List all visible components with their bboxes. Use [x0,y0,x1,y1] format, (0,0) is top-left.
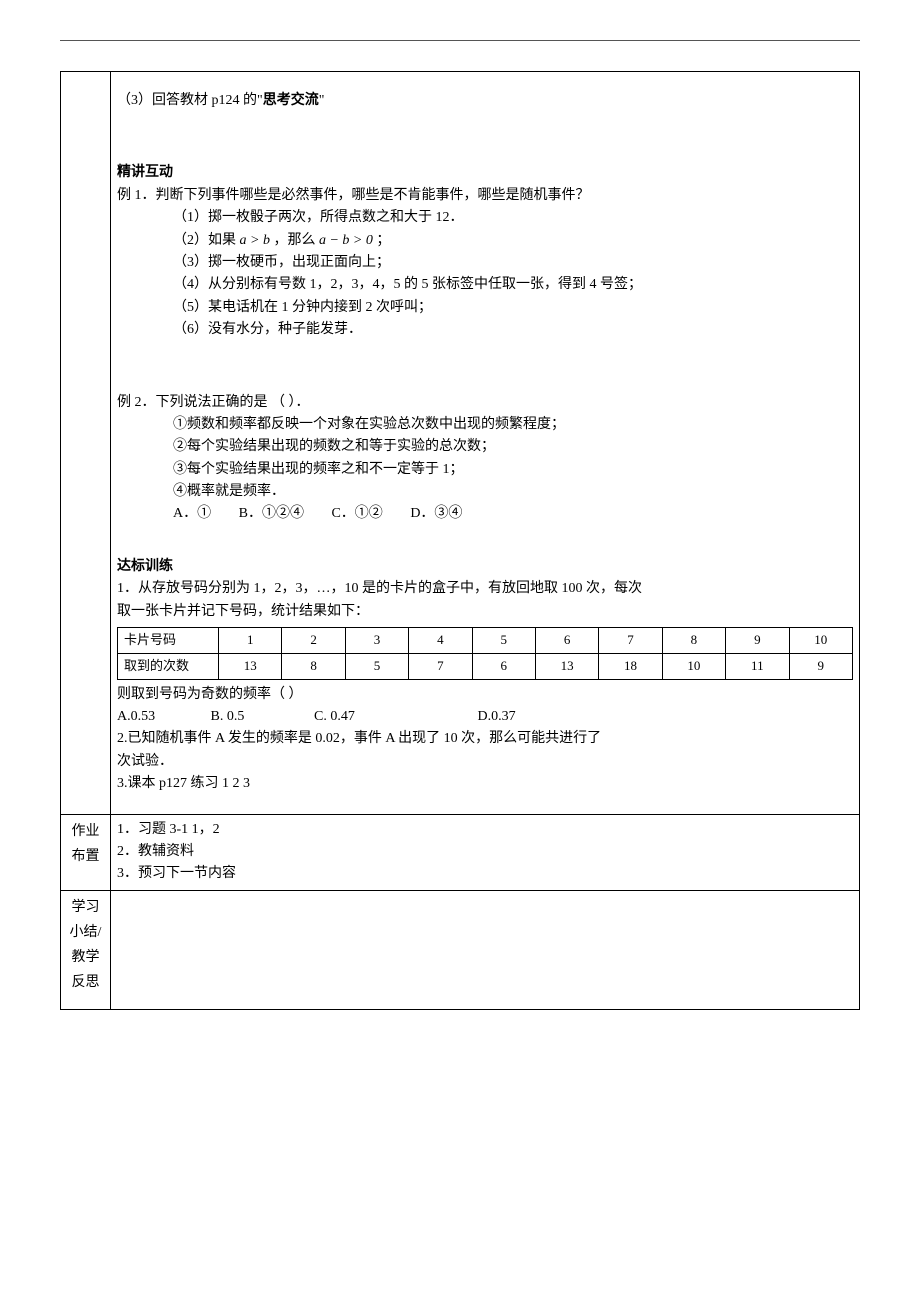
q1-after: 则取到号码为奇数的频率（ ） [117,684,853,706]
col-header: 4 [409,628,472,654]
cell: 10 [662,653,725,679]
content-cell-homework: 1．习题 3-1 1，2 2．教辅资料 3．预习下一节内容 [111,814,860,890]
main-table: （3）回答教材 p124 的"思考交流" 精讲互动 例 1．判断下列事件哪些是必… [60,71,860,1010]
ex1-item: （6）没有水分，种子能发芽． [117,319,853,341]
col-header: 7 [599,628,662,654]
left-cell-summary: 学习小结/教学反思 [61,890,111,1009]
text-line: （3）回答教材 p124 的"思考交流" [117,90,853,112]
hw-item: 2．教辅资料 [117,841,853,863]
option-d: D．③④ [410,503,462,525]
col-header-label: 卡片号码 [118,628,219,654]
option-d: D.0.37 [478,706,558,728]
text: （3）回答教材 p124 的" [117,93,263,108]
option-c: C. 0.47 [314,706,474,728]
q2-line1: 2.已知随机事件 A 发生的频率是 0.02，事件 A 出现了 10 次，那么可… [117,728,853,750]
option-b: B. 0.5 [211,706,311,728]
table-row: 取到的次数 13 8 5 7 6 13 18 10 11 9 [118,653,853,679]
cell: 11 [726,653,789,679]
q2-line2: 次试验． [117,751,853,773]
text: " [319,93,325,108]
table-row: 作业布置 1．习题 3-1 1，2 2．教辅资料 3．预习下一节内容 [61,814,860,890]
col-header: 6 [535,628,598,654]
ex2-stmt: ①频数和频率都反映一个对象在实验总次数中出现的频繁程度； [117,414,853,436]
ex2-lead: 例 2．下列说法正确的是 （ ）． [117,392,853,414]
col-header: 3 [345,628,408,654]
hw-item: 3．预习下一节内容 [117,863,853,885]
q3: 3.课本 p127 练习 1 2 3 [117,773,853,795]
col-header: 1 [219,628,282,654]
left-cell-blank [61,72,111,815]
option-a: A.0.53 [117,706,207,728]
option-b: B．①②④ [239,503,304,525]
content-cell-main: （3）回答教材 p124 的"思考交流" 精讲互动 例 1．判断下列事件哪些是必… [111,72,860,815]
ex1-lead: 例 1．判断下列事件哪些是必然事件，哪些是不肯能事件，哪些是随机事件？ [117,185,853,207]
ex2-options: A．① B．①②④ C．①② D．③④ [117,503,853,525]
left-cell-homework: 作业布置 [61,814,111,890]
ex1-item: （1）掷一枚骰子两次，所得点数之和大于 12． [117,207,853,229]
col-header: 10 [789,628,852,654]
bold-text: 思考交流 [263,93,319,108]
table-row: 学习小结/教学反思 [61,890,860,1009]
text: （2）如果 [173,233,240,248]
ex2-stmt: ④概率就是频率． [117,481,853,503]
q1-line2: 取一张卡片并记下号码，统计结果如下： [117,601,853,623]
page: （3）回答教材 p124 的"思考交流" 精讲互动 例 1．判断下列事件哪些是必… [0,0,920,1050]
option-c: C．①② [331,503,382,525]
cell: 18 [599,653,662,679]
hw-item: 1．习题 3-1 1，2 [117,819,853,841]
cell: 9 [789,653,852,679]
ex1-item: （3）掷一枚硬币，出现正面向上； [117,252,853,274]
cell: 6 [472,653,535,679]
cell: 7 [409,653,472,679]
ex1-item: （2）如果 a > b ，那么 a − b > 0 ； [117,230,853,252]
section-title-jingjiang: 精讲互动 [117,162,853,184]
cell: 13 [535,653,598,679]
ex1-item: （5）某电话机在 1 分钟内接到 2 次呼叫； [117,297,853,319]
row-header-label: 取到的次数 [118,653,219,679]
col-header: 2 [282,628,345,654]
cell: 13 [219,653,282,679]
table-row: 卡片号码 1 2 3 4 5 6 7 8 9 10 [118,628,853,654]
option-a: A．① [173,503,211,525]
ex2-stmt: ②每个实验结果出现的频数之和等于实验的总次数； [117,436,853,458]
text: ，那么 [270,233,319,248]
ex1-item: （4）从分别标有号数 1，2，3，4，5 的 5 张标签中任取一张，得到 4 号… [117,274,853,296]
col-header: 8 [662,628,725,654]
math: a > b [240,233,270,248]
table-row: （3）回答教材 p124 的"思考交流" 精讲互动 例 1．判断下列事件哪些是必… [61,72,860,815]
col-header: 5 [472,628,535,654]
ex2-stmt: ③每个实验结果出现的频率之和不一定等于 1； [117,459,853,481]
cell: 5 [345,653,408,679]
col-header: 9 [726,628,789,654]
card-data-table: 卡片号码 1 2 3 4 5 6 7 8 9 10 取到的次数 13 [117,627,853,680]
content-cell-summary [111,890,860,1009]
math: a − b > 0 [319,233,373,248]
q1-line1: 1．从存放号码分别为 1，2，3，…，10 是的卡片的盒子中，有放回地取 100… [117,578,853,600]
q1-options: A.0.53 B. 0.5 C. 0.47 D.0.37 [117,706,853,728]
text: ； [373,233,391,248]
cell: 8 [282,653,345,679]
section-title-dabiao: 达标训练 [117,556,853,578]
top-rule [60,40,860,41]
